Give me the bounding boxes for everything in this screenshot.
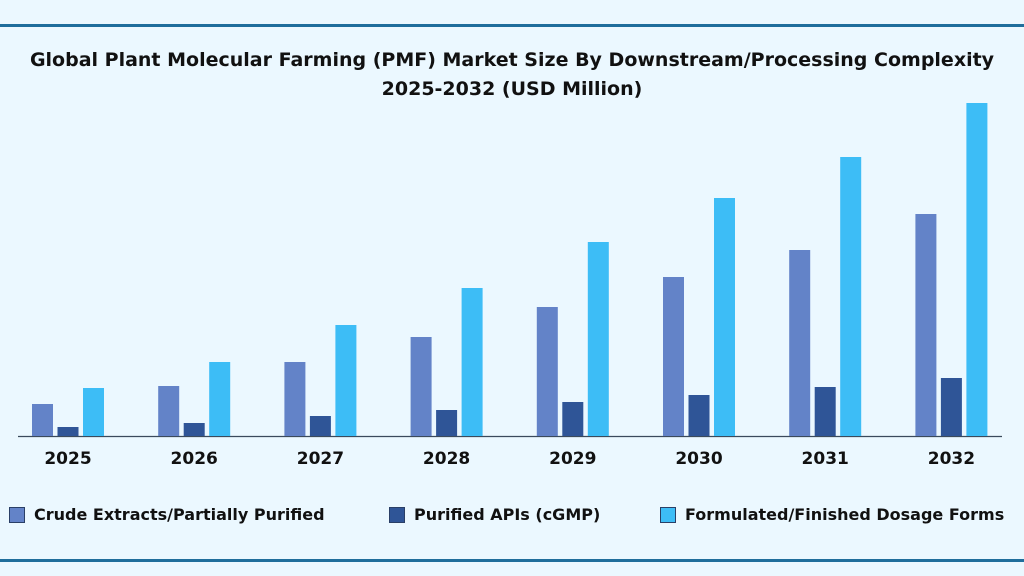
bar-2025-2 bbox=[57, 427, 79, 436]
bar-2032-3 bbox=[966, 103, 988, 436]
bar-2029-1 bbox=[536, 307, 558, 436]
bar-2030-3 bbox=[714, 198, 735, 436]
legend-swatch bbox=[389, 506, 405, 523]
bar-2026-1 bbox=[158, 386, 180, 436]
x-tick-label: 2025 bbox=[44, 449, 91, 469]
bar-2029-3 bbox=[587, 242, 609, 436]
x-tick-label: 2029 bbox=[549, 449, 596, 469]
bar-2030-1 bbox=[663, 277, 684, 436]
bar-2028-2 bbox=[436, 410, 458, 436]
bar-2028-1 bbox=[410, 337, 432, 436]
legend-label: Purified APIs (cGMP) bbox=[414, 505, 601, 524]
bar-chart: 2025 2026 2027 2028 2029 2030 2031 2032 bbox=[18, 103, 1002, 469]
bar-2026-2 bbox=[183, 423, 205, 436]
legend-label: Crude Extracts/Partially Purified bbox=[34, 505, 325, 524]
bar-2025-1 bbox=[32, 404, 53, 436]
bar-2029-2 bbox=[562, 402, 584, 436]
chart-title-line-1: Global Plant Molecular Farming (PMF) Mar… bbox=[29, 49, 995, 71]
x-tick-label: 2031 bbox=[802, 449, 849, 469]
x-tick-label: 2030 bbox=[675, 449, 722, 469]
x-tick-label: 2032 bbox=[928, 449, 975, 469]
legend-item-purified: Purified APIs (cGMP) bbox=[389, 505, 600, 524]
bar-2032-2 bbox=[940, 378, 962, 436]
bar-2031-1 bbox=[789, 250, 811, 436]
bar-2027-2 bbox=[309, 416, 331, 436]
legend-swatch bbox=[9, 506, 25, 523]
x-tick-label: 2028 bbox=[423, 449, 470, 469]
legend: Crude Extracts/Partially Purified Purifi… bbox=[0, 505, 1024, 529]
legend-item-crude: Crude Extracts/Partially Purified bbox=[9, 505, 325, 524]
top-rule bbox=[0, 24, 1024, 27]
bar-2028-3 bbox=[461, 288, 483, 436]
bar-2032-1 bbox=[915, 214, 937, 436]
bottom-rule bbox=[0, 559, 1024, 562]
bar-2027-1 bbox=[284, 362, 306, 436]
legend-label: Formulated/Finished Dosage Forms bbox=[685, 505, 1005, 524]
bar-2031-3 bbox=[840, 157, 862, 436]
bar-2031-2 bbox=[814, 387, 836, 436]
legend-item-formulated: Formulated/Finished Dosage Forms bbox=[660, 505, 1004, 524]
legend-swatch bbox=[660, 506, 676, 523]
bar-2030-2 bbox=[688, 395, 710, 436]
bar-2027-3 bbox=[335, 325, 357, 436]
x-tick-label: 2027 bbox=[297, 449, 344, 469]
bar-2026-3 bbox=[209, 362, 231, 436]
x-tick-label: 2026 bbox=[171, 449, 218, 469]
bar-2025-3 bbox=[83, 388, 104, 436]
chart-title-line-2: 2025-2032 (USD Million) bbox=[381, 78, 643, 100]
chart-title: Global Plant Molecular Farming (PMF) Mar… bbox=[0, 46, 1024, 104]
